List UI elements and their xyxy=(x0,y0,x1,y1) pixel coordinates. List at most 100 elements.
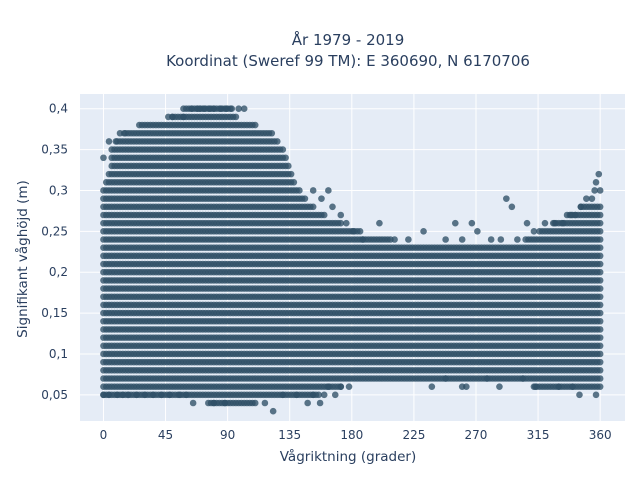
data-point xyxy=(133,391,140,399)
data-point xyxy=(596,211,604,219)
data-point xyxy=(451,219,459,227)
data-point xyxy=(596,375,604,382)
data-point xyxy=(530,228,538,235)
data-point xyxy=(591,187,598,194)
y-axis-ticks: 0,05 0,1 0,15 0,2 0,25 0,3 0,35 0,4 xyxy=(41,102,68,402)
data-point xyxy=(420,228,427,235)
data-point xyxy=(293,391,300,399)
data-point xyxy=(541,219,549,227)
data-point xyxy=(559,219,567,227)
data-point xyxy=(588,195,596,202)
data-point xyxy=(514,236,521,243)
data-point xyxy=(269,407,277,415)
data-point xyxy=(124,391,132,399)
data-point xyxy=(329,203,336,211)
x-tick-label: 45 xyxy=(158,428,173,442)
x-tick-label: 90 xyxy=(220,428,235,442)
x-tick-label: 225 xyxy=(402,428,425,442)
data-point xyxy=(182,391,190,399)
data-point xyxy=(337,383,345,390)
data-point xyxy=(325,187,332,194)
data-point xyxy=(483,375,491,382)
data-point xyxy=(141,391,149,399)
data-point xyxy=(158,391,165,399)
data-point xyxy=(596,350,604,358)
data-point xyxy=(105,391,113,399)
data-point xyxy=(337,211,345,219)
data-point xyxy=(551,219,558,227)
x-axis-title: Vågriktning (grader) xyxy=(280,448,417,465)
data-point xyxy=(200,105,208,113)
data-point xyxy=(120,129,128,137)
data-point xyxy=(180,113,187,121)
data-point xyxy=(100,154,107,162)
y-tick-label: 0,15 xyxy=(41,306,68,320)
data-point xyxy=(188,105,196,113)
data-point xyxy=(232,113,240,121)
x-axis-ticks: 0 45 90 135 180 225 270 315 360 xyxy=(100,428,612,442)
data-point xyxy=(596,277,604,284)
y-tick-label: 0,25 xyxy=(41,224,68,238)
data-point xyxy=(596,244,604,251)
data-point xyxy=(316,399,324,407)
y-tick-label: 0,4 xyxy=(49,102,68,116)
data-point xyxy=(596,219,604,227)
y-tick-label: 0,35 xyxy=(41,143,68,157)
data-point xyxy=(210,399,218,407)
data-point xyxy=(555,383,563,390)
data-point xyxy=(331,391,339,399)
data-point xyxy=(497,236,505,243)
y-tick-label: 0,2 xyxy=(49,265,68,279)
data-point xyxy=(320,211,328,219)
data-point xyxy=(287,170,295,178)
data-point xyxy=(309,203,317,211)
data-point xyxy=(290,178,298,186)
data-point xyxy=(596,383,604,390)
data-point xyxy=(166,391,173,399)
x-tick-label: 135 xyxy=(278,428,301,442)
data-point xyxy=(221,399,229,407)
data-point xyxy=(468,219,476,227)
y-tick-label: 0,1 xyxy=(49,347,68,361)
data-point xyxy=(217,105,225,113)
data-point xyxy=(487,236,495,243)
data-point xyxy=(301,195,309,202)
y-tick-label: 0,05 xyxy=(41,388,68,402)
data-point xyxy=(345,383,353,390)
data-point xyxy=(596,301,604,309)
data-point xyxy=(596,236,604,243)
data-point xyxy=(356,228,364,235)
chart-title-line-1: År 1979 - 2019 xyxy=(292,30,405,49)
data-point xyxy=(508,203,516,211)
data-point xyxy=(442,236,449,243)
data-point xyxy=(519,375,527,382)
data-point xyxy=(405,236,412,243)
data-point xyxy=(523,219,531,227)
data-point xyxy=(592,178,600,186)
data-point xyxy=(596,228,604,235)
data-point xyxy=(309,391,317,399)
data-point xyxy=(251,399,259,407)
x-tick-label: 270 xyxy=(465,428,488,442)
data-point xyxy=(318,195,325,202)
data-point xyxy=(442,375,449,382)
data-point xyxy=(112,138,120,145)
data-point xyxy=(583,195,590,202)
data-point xyxy=(596,367,604,374)
chart-title-line-2: Koordinat (Sweref 99 TM): E 360690, N 61… xyxy=(166,52,530,70)
data-point xyxy=(595,170,603,178)
x-tick-label: 0 xyxy=(100,428,108,442)
data-point xyxy=(596,252,604,260)
y-tick-label: 0,3 xyxy=(49,183,68,197)
data-point xyxy=(596,203,604,211)
data-point xyxy=(268,129,276,137)
data-point xyxy=(596,309,604,317)
data-point xyxy=(349,228,357,235)
data-point xyxy=(279,146,287,153)
data-point xyxy=(463,383,470,390)
x-tick-label: 360 xyxy=(589,428,612,442)
data-point xyxy=(228,105,236,113)
data-point xyxy=(100,391,107,399)
data-point xyxy=(108,146,116,153)
data-point xyxy=(572,211,579,219)
